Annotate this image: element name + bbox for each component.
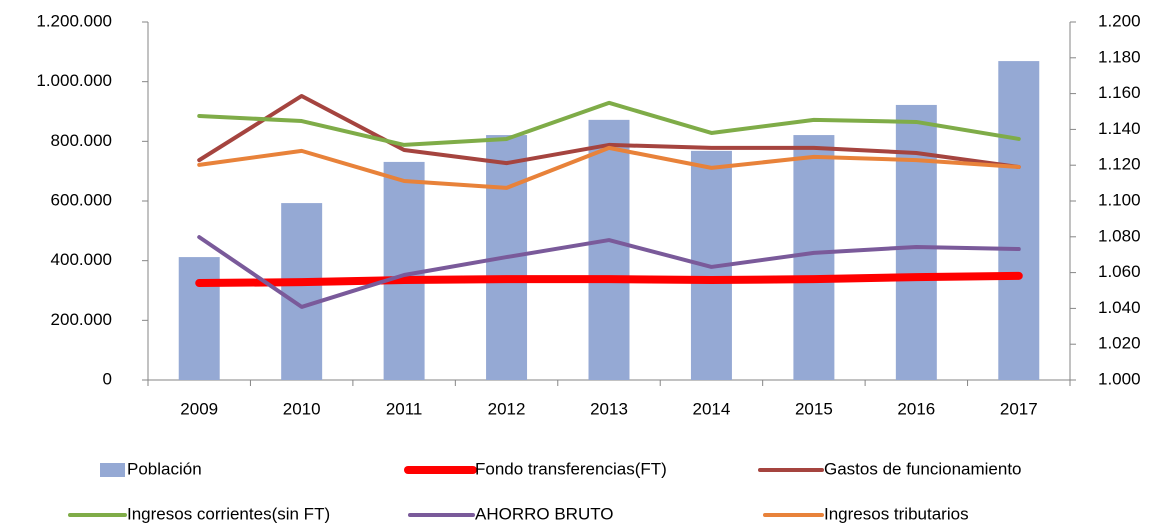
bar <box>588 119 630 380</box>
y2-tick-label: 1.100 <box>1098 190 1141 209</box>
legend-label: AHORRO BRUTO <box>475 504 614 523</box>
y2-tick-label: 1.180 <box>1098 47 1141 66</box>
legend-label: Ingresos tributarios <box>824 504 969 523</box>
bar <box>895 104 937 380</box>
line <box>195 271 1023 288</box>
bar <box>793 135 835 380</box>
x-tick-label: 2012 <box>488 399 526 418</box>
bar <box>281 203 323 380</box>
y2-tick-label: 1.200 <box>1098 11 1141 30</box>
y-tick-label: 1.200.000 <box>36 11 112 30</box>
y-tick-label: 0 <box>103 369 112 388</box>
x-tick-label: 2016 <box>897 399 935 418</box>
y-tick-label: 800.000 <box>51 131 112 150</box>
line <box>197 145 1021 190</box>
line <box>197 93 1021 169</box>
y-tick-label: 400.000 <box>51 250 112 269</box>
x-tick-label: 2013 <box>590 399 628 418</box>
x-tick-label: 2010 <box>283 399 321 418</box>
y2-tick-label: 1.140 <box>1098 119 1141 138</box>
legend-label: Gastos de funcionamiento <box>824 459 1022 478</box>
legend-label: Fondo transferencias(FT) <box>475 459 667 478</box>
x-tick-label: 2009 <box>180 399 218 418</box>
legend-swatch <box>100 463 125 477</box>
bar <box>998 61 1040 380</box>
y-tick-label: 200.000 <box>51 310 112 329</box>
y-tick-label: 1.000.000 <box>36 71 112 90</box>
y2-tick-label: 1.060 <box>1098 262 1141 281</box>
line <box>197 100 1021 147</box>
y2-tick-label: 1.000 <box>1098 369 1141 388</box>
x-tick-label: 2017 <box>1000 399 1038 418</box>
x-tick-label: 2015 <box>795 399 833 418</box>
line <box>197 235 1021 309</box>
y2-tick-label: 1.040 <box>1098 298 1141 317</box>
legend-label: Ingresos corrientes(sin FT) <box>127 504 330 523</box>
legend-label: Población <box>127 459 202 478</box>
y2-tick-label: 1.120 <box>1098 155 1141 174</box>
y2-tick-label: 1.020 <box>1098 334 1141 353</box>
x-tick-label: 2011 <box>386 399 423 418</box>
x-tick-label: 2014 <box>693 399 731 418</box>
y2-tick-label: 1.080 <box>1098 226 1141 245</box>
bar <box>178 257 220 380</box>
y-tick-label: 600.000 <box>51 190 112 209</box>
y2-tick-label: 1.160 <box>1098 83 1141 102</box>
